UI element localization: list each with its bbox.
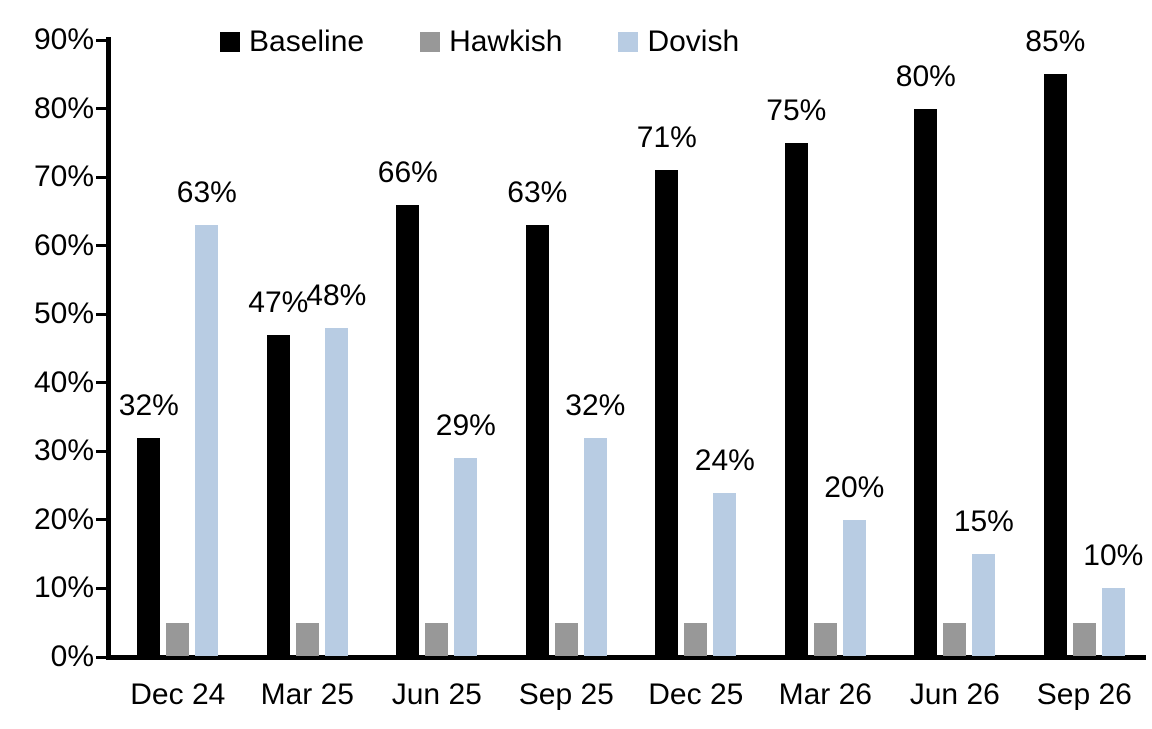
y-axis-tick xyxy=(96,586,106,590)
y-axis-tick xyxy=(96,38,106,42)
y-axis-tick xyxy=(96,518,106,522)
bar-hawkish xyxy=(684,622,708,656)
y-axis-tick-label: 10% xyxy=(33,571,94,605)
bar-baseline xyxy=(655,170,679,656)
bar-dovish xyxy=(454,458,478,656)
data-label-baseline: 75% xyxy=(766,93,827,127)
legend-item-baseline: Baseline xyxy=(220,24,364,60)
y-axis-tick-label: 60% xyxy=(33,228,94,262)
y-axis-tick-label: 50% xyxy=(33,297,94,331)
y-axis-line xyxy=(106,37,111,660)
legend-label-dovish: Dovish xyxy=(647,25,740,58)
data-label-baseline: 63% xyxy=(507,176,568,210)
y-axis-tick xyxy=(96,244,106,248)
x-axis-label: Mar 26 xyxy=(778,678,872,711)
chart-legend: Baseline Hawkish Dovish xyxy=(220,24,739,60)
bar-baseline xyxy=(1043,74,1067,656)
x-axis-label: Sep 25 xyxy=(518,678,614,711)
y-axis-tick xyxy=(96,449,106,453)
bar-hawkish xyxy=(813,622,837,656)
legend-label-hawkish: Hawkish xyxy=(449,25,563,58)
data-label-baseline: 47% xyxy=(248,285,309,319)
y-axis-tick-label: 0% xyxy=(50,640,94,673)
y-axis-tick-label: 30% xyxy=(33,434,94,468)
bar-baseline xyxy=(914,108,938,656)
bar-hawkish xyxy=(943,622,967,656)
bar-dovish xyxy=(583,437,607,656)
data-label-baseline: 71% xyxy=(636,121,697,155)
y-axis-tick-label: 40% xyxy=(33,365,94,399)
x-axis-label: Mar 25 xyxy=(260,678,354,711)
data-label-dovish: 63% xyxy=(176,176,237,210)
bar-dovish xyxy=(842,519,866,656)
y-axis-tick-label: 80% xyxy=(33,91,94,125)
bar-dovish xyxy=(195,225,219,656)
bar-hawkish xyxy=(554,622,578,656)
bar-baseline xyxy=(137,437,161,656)
x-axis-label: Jun 26 xyxy=(909,678,1000,711)
bar-baseline xyxy=(396,204,420,656)
bar-baseline xyxy=(266,334,290,656)
bar-hawkish xyxy=(295,622,319,656)
bar-hawkish xyxy=(425,622,449,656)
data-label-dovish: 48% xyxy=(306,278,367,312)
y-axis-tick xyxy=(96,655,106,659)
bar-dovish xyxy=(972,554,996,656)
y-axis-tick xyxy=(96,381,106,385)
data-label-dovish: 20% xyxy=(824,470,885,504)
x-axis-label: Dec 24 xyxy=(130,678,226,711)
data-label-baseline: 32% xyxy=(118,388,179,422)
legend-item-dovish: Dovish xyxy=(618,24,739,60)
data-label-dovish: 10% xyxy=(1083,539,1144,573)
data-label-dovish: 24% xyxy=(694,443,755,477)
data-label-baseline: 66% xyxy=(377,155,438,189)
x-axis-label: Sep 26 xyxy=(1036,678,1132,711)
data-label-baseline: 80% xyxy=(895,59,956,93)
legend-swatch-baseline-icon xyxy=(220,32,240,52)
bar-baseline xyxy=(525,225,549,656)
legend-swatch-hawkish-icon xyxy=(420,32,441,52)
data-label-baseline: 85% xyxy=(1025,25,1086,59)
y-axis-tick-label: 20% xyxy=(33,502,94,536)
x-axis-line xyxy=(106,655,1146,660)
y-axis-tick-label: 70% xyxy=(33,160,94,194)
bar-baseline xyxy=(784,142,808,656)
x-axis-label: Jun 25 xyxy=(391,678,482,711)
data-label-dovish: 29% xyxy=(435,409,496,443)
bar-hawkish xyxy=(166,622,190,656)
data-label-dovish: 32% xyxy=(565,388,626,422)
legend-swatch-dovish-icon xyxy=(618,32,639,52)
bar-hawkish xyxy=(1072,622,1096,656)
y-axis-tick xyxy=(96,107,106,111)
y-axis-tick-label: 90% xyxy=(33,23,94,56)
y-axis-tick xyxy=(96,175,106,179)
bar-dovish xyxy=(713,492,737,656)
y-axis-tick xyxy=(96,312,106,316)
data-label-dovish: 15% xyxy=(953,505,1014,539)
legend-item-hawkish: Hawkish xyxy=(420,24,562,60)
bar-dovish xyxy=(324,327,348,656)
bar-dovish xyxy=(1101,588,1125,656)
x-axis-label: Dec 25 xyxy=(648,678,744,711)
legend-label-baseline: Baseline xyxy=(249,25,365,58)
